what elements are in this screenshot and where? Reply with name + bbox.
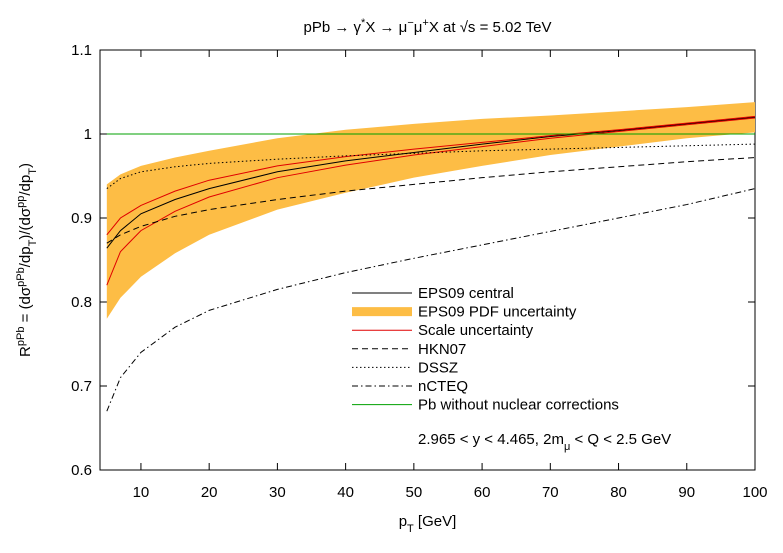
- x-tick-label: 90: [678, 484, 695, 501]
- y-axis-label-part: /dp: [17, 246, 34, 267]
- series-line: [106, 116, 756, 249]
- x-tick-label: 60: [474, 484, 491, 501]
- legend-label: nCTEQ: [418, 378, 468, 395]
- y-tick-label: 1: [84, 126, 92, 143]
- y-axis-label-sup: pp: [15, 196, 27, 208]
- x-axis-label-part: p: [399, 513, 407, 530]
- series-line: [106, 188, 756, 412]
- chart-title-part: pPb → γ: [304, 19, 362, 36]
- series-line: [106, 115, 756, 236]
- legend-label: DSSZ: [418, 359, 458, 376]
- y-axis-label-part: = (dσ: [17, 286, 34, 326]
- legend-label: Pb without nuclear corrections: [418, 397, 619, 414]
- y-tick-label: 0.8: [71, 294, 92, 311]
- y-axis-label-sub: T: [27, 168, 39, 175]
- y-axis-label: RpPb = (dσpPb/dpT)/(dσpp/dpT): [15, 163, 39, 357]
- uncertainty-band: [106, 102, 755, 319]
- series-line: [106, 157, 756, 244]
- x-tick-label: 10: [133, 484, 150, 501]
- legend-label: HKN07: [418, 341, 466, 358]
- y-tick-label: 1.1: [71, 42, 92, 59]
- y-tick-label: 0.9: [71, 210, 92, 227]
- y-axis-label-part: R: [17, 346, 34, 357]
- chart-title-sup: −: [407, 17, 413, 29]
- y-axis-label-part: /dp: [17, 175, 34, 196]
- chart-title-sup: *: [361, 17, 366, 29]
- x-tick-label: 80: [610, 484, 627, 501]
- x-axis-label-sub: T: [407, 523, 414, 535]
- chart-title: pPb → γ*X → μ−μ+X at √s = 5.02 TeV: [304, 17, 552, 36]
- y-axis-label-sub: T: [27, 239, 39, 246]
- annotation-sub: μ: [564, 441, 570, 453]
- annotation: 2.965 < y < 4.465, 2mμ < Q < 2.5 GeV: [418, 431, 671, 453]
- chart-title-part: X at √s = 5.02 TeV: [429, 19, 552, 36]
- legend-label: Scale uncertainty: [418, 322, 534, 339]
- x-tick-label: 40: [337, 484, 354, 501]
- x-tick-label: 70: [542, 484, 559, 501]
- x-axis-label: pT [GeV]: [399, 513, 457, 535]
- plot-frame: [99, 49, 756, 471]
- y-tick-label: 0.6: [71, 462, 92, 479]
- chart-title-part: X → μ: [365, 19, 407, 36]
- x-tick-label: 30: [269, 484, 286, 501]
- chart-title-sup: +: [422, 17, 428, 29]
- y-axis-label-part: )/(dσ: [17, 207, 34, 240]
- y-axis-label-sup: pPb: [15, 327, 27, 347]
- chart-title-part: μ: [414, 19, 423, 36]
- y-axis-label-sup: pPb: [15, 267, 27, 287]
- annotation-part: 2.965 < y < 4.465, 2m: [418, 431, 564, 448]
- legend-label: EPS09 central: [418, 285, 514, 302]
- x-tick-label: 20: [201, 484, 218, 501]
- x-axis-label-part: [GeV]: [414, 513, 457, 530]
- y-axis-label-part: ): [17, 163, 34, 168]
- x-tick-label: 50: [406, 484, 423, 501]
- annotation-part: < Q < 2.5 GeV: [570, 431, 671, 448]
- legend-label: EPS09 PDF uncertainty: [418, 304, 577, 321]
- x-tick-label: 100: [742, 484, 767, 501]
- series-line: [106, 117, 756, 286]
- y-tick-label: 0.7: [71, 378, 92, 395]
- series-line: [106, 143, 756, 190]
